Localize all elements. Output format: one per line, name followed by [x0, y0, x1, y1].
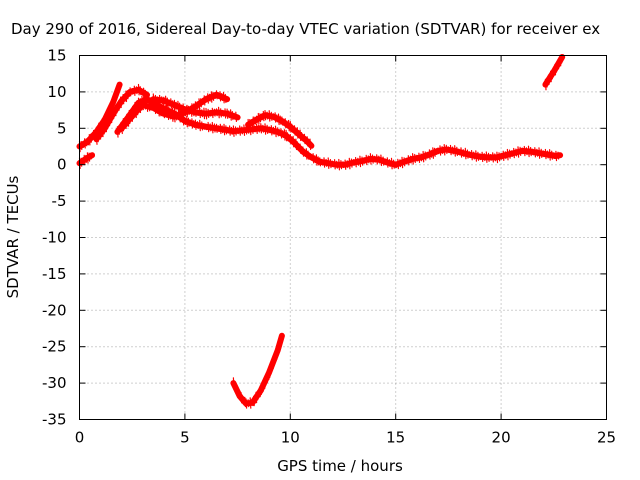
- plot-frame: [79, 55, 607, 420]
- x-tick-label: 15: [386, 429, 405, 447]
- series-noise-arc-3: [95, 83, 147, 145]
- y-tick-label: -5: [52, 192, 67, 210]
- y-tick-label: 5: [57, 119, 67, 137]
- x-tick-label: 5: [180, 429, 190, 447]
- data-series: [76, 54, 566, 409]
- y-tick-label: -10: [42, 229, 67, 247]
- series-noise-arc-8: [232, 333, 283, 409]
- x-tick-label: 10: [281, 429, 300, 447]
- y-tick-label: 15: [47, 47, 66, 65]
- axes: 0 5 10 15 20 25 15 10 5 0 -5 -10 -15 -20 -25 -30 -35: [42, 47, 616, 447]
- grid-lines: [79, 55, 607, 420]
- y-tick-label: -25: [42, 338, 67, 356]
- series-noise-arc-5: [116, 95, 560, 171]
- y-tick-label: -30: [42, 374, 67, 392]
- x-tick-label: 20: [492, 429, 511, 447]
- y-tick-label: -20: [42, 301, 67, 319]
- series-noise-arc-7: [247, 110, 312, 151]
- y-tick-label: -15: [42, 265, 67, 283]
- y-tick-label: -35: [42, 411, 67, 429]
- chart-title: Day 290 of 2016, Sidereal Day-to-day VTE…: [11, 20, 600, 38]
- x-tick-label: 0: [75, 429, 85, 447]
- x-axis-label: GPS time / hours: [277, 457, 403, 475]
- y-axis-label: SDTVAR / TECUs: [4, 175, 22, 298]
- y-tick-label: 0: [57, 156, 67, 174]
- series-noise-arc-9: [544, 54, 563, 91]
- x-tick-label: 25: [597, 429, 616, 447]
- y-tick-label: 10: [47, 83, 66, 101]
- series-noise-arc-6: [152, 93, 237, 122]
